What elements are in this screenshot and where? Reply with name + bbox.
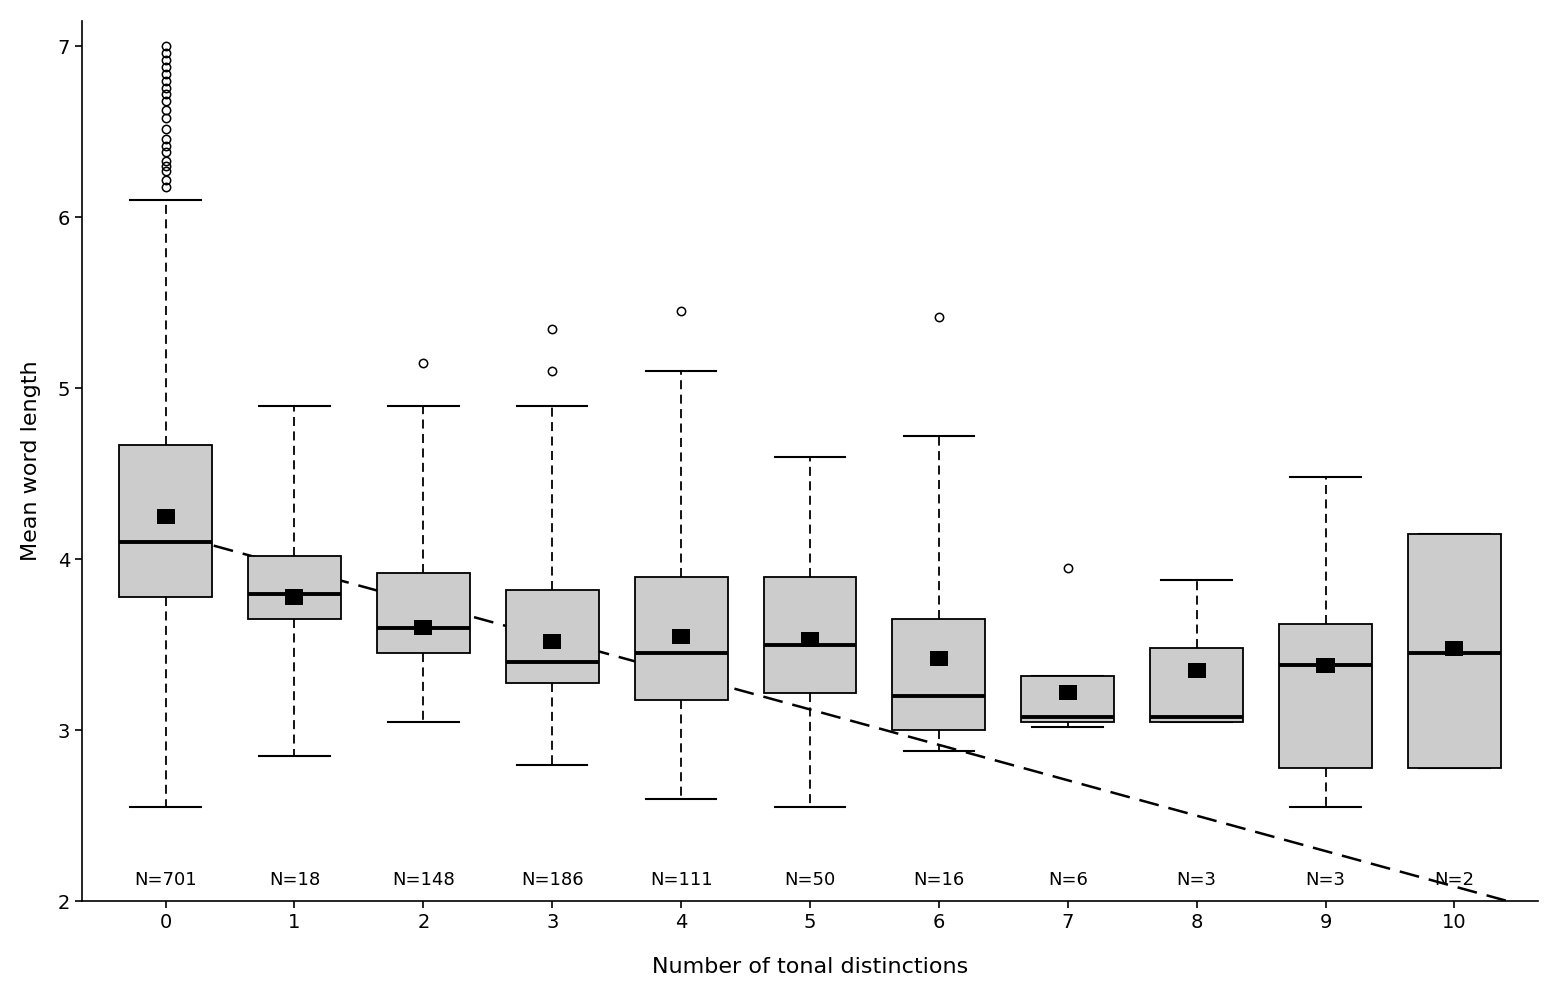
Text: N=111: N=111 bbox=[650, 871, 712, 889]
Bar bbox=[635, 577, 728, 700]
Bar bbox=[1021, 676, 1115, 722]
Text: N=50: N=50 bbox=[784, 871, 836, 889]
Bar bbox=[1151, 649, 1243, 722]
Text: N=3: N=3 bbox=[1305, 871, 1345, 889]
Text: N=701: N=701 bbox=[134, 871, 196, 889]
Text: N=2: N=2 bbox=[1434, 871, 1475, 889]
Text: N=3: N=3 bbox=[1177, 871, 1216, 889]
Bar bbox=[543, 634, 561, 649]
Bar bbox=[1059, 685, 1077, 701]
Bar bbox=[118, 445, 212, 597]
Text: N=16: N=16 bbox=[914, 871, 965, 889]
Text: N=148: N=148 bbox=[391, 871, 455, 889]
Bar bbox=[156, 509, 175, 524]
Bar bbox=[285, 590, 304, 605]
Y-axis label: Mean word length: Mean word length bbox=[20, 361, 41, 562]
Bar bbox=[1408, 534, 1501, 768]
Bar bbox=[1445, 641, 1464, 656]
Bar bbox=[892, 619, 985, 731]
Bar bbox=[505, 590, 599, 683]
X-axis label: Number of tonal distinctions: Number of tonal distinctions bbox=[652, 957, 968, 977]
Bar bbox=[929, 651, 948, 667]
Bar bbox=[1316, 658, 1335, 673]
Bar bbox=[672, 629, 691, 644]
Bar bbox=[764, 577, 856, 693]
Bar bbox=[415, 620, 432, 636]
Text: N=6: N=6 bbox=[1048, 871, 1088, 889]
Text: N=186: N=186 bbox=[521, 871, 583, 889]
Bar bbox=[1188, 663, 1205, 679]
Bar bbox=[1278, 625, 1372, 768]
Text: N=18: N=18 bbox=[268, 871, 320, 889]
Bar bbox=[801, 632, 818, 648]
Bar bbox=[377, 573, 469, 654]
Bar bbox=[248, 556, 341, 619]
